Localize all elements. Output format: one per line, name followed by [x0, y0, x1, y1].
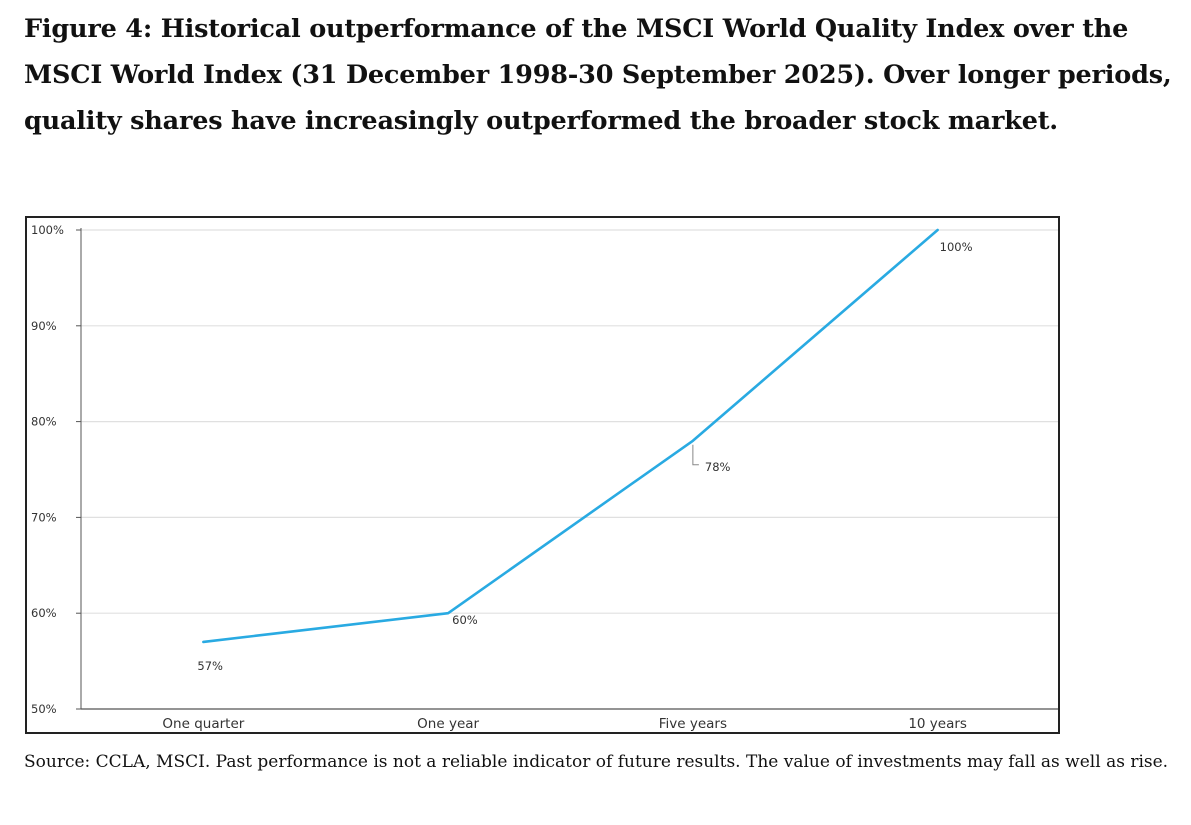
series-line [202, 228, 939, 644]
data-label: 57% [197, 659, 223, 673]
axes [76, 228, 1058, 710]
data-label: 100% [940, 240, 973, 254]
x-axis-tick-labels: One quarter One year Five years 10 years [162, 716, 967, 732]
data-label: 78% [705, 460, 731, 474]
data-label-leader [692, 444, 699, 466]
gridlines [81, 229, 1058, 614]
x-tick-label: One year [417, 716, 479, 732]
y-tick-label: 80% [31, 415, 57, 429]
y-tick-label: 100% [31, 223, 64, 237]
source-note: Source: CCLA, MSCI. Past performance is … [24, 752, 1169, 772]
line-chart: 50% 60% 70% 80% 90% 100% One quarter One year F… [31, 223, 1058, 732]
y-tick-label: 50% [31, 702, 57, 716]
chart-frame: 50% 60% 70% 80% 90% 100% One quarter One year F… [25, 216, 1060, 734]
x-tick-label: Five years [659, 716, 727, 732]
y-tick-label: 70% [31, 510, 57, 524]
y-tick-label: 60% [31, 606, 57, 620]
y-tick-label: 90% [31, 319, 57, 333]
y-axis-tick-labels: 50% 60% 70% 80% 90% 100% [31, 223, 64, 716]
x-tick-label: 10 years [908, 716, 967, 732]
x-tick-label: One quarter [162, 716, 244, 732]
data-labels: 57% 60% 78% 100% [197, 240, 972, 673]
series [202, 228, 939, 644]
figure-title: Figure 4: Historical outperformance of t… [24, 14, 1172, 136]
data-label: 60% [452, 613, 478, 627]
